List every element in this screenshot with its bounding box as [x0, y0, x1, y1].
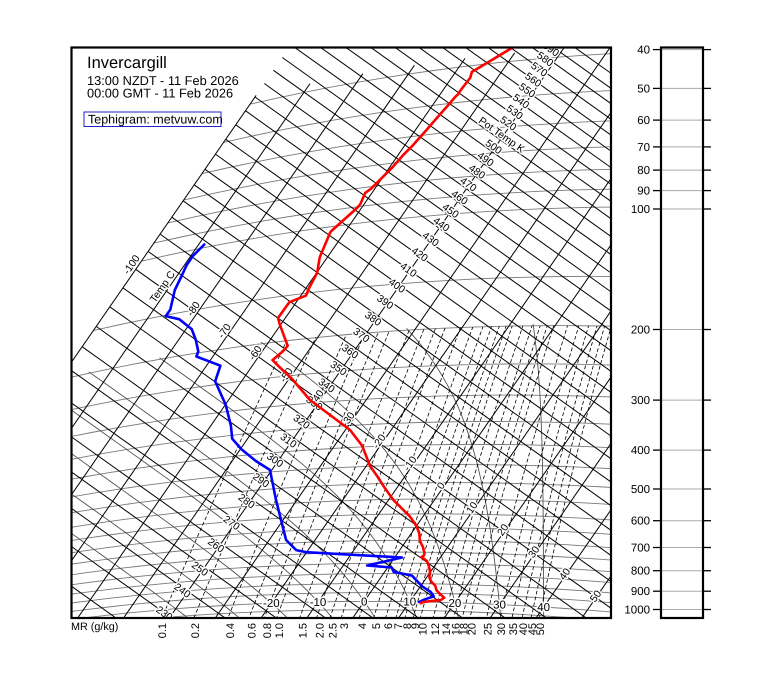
svg-text:20: 20 — [449, 598, 462, 610]
svg-text:18: 18 — [459, 623, 471, 635]
svg-text:20: 20 — [466, 623, 478, 635]
svg-text:2.0: 2.0 — [314, 623, 326, 638]
svg-text:16: 16 — [450, 623, 462, 635]
svg-text:10: 10 — [403, 597, 416, 609]
svg-text:600: 600 — [631, 516, 650, 528]
svg-text:500: 500 — [631, 484, 650, 496]
svg-text:-20: -20 — [263, 598, 280, 610]
svg-text:7: 7 — [393, 623, 405, 629]
svg-text:0: 0 — [361, 596, 367, 608]
svg-text:4: 4 — [357, 623, 369, 629]
svg-text:14: 14 — [441, 623, 453, 635]
svg-text:Invercargill: Invercargill — [87, 54, 167, 72]
svg-text:1.5: 1.5 — [297, 623, 309, 638]
svg-text:00:00 GMT - 11 Feb 2026: 00:00 GMT - 11 Feb 2026 — [87, 86, 233, 101]
svg-text:6: 6 — [383, 623, 395, 629]
svg-text:25: 25 — [483, 623, 495, 635]
svg-text:0.1: 0.1 — [157, 623, 169, 638]
svg-text:2.5: 2.5 — [328, 623, 340, 638]
svg-text:MR (g/kg): MR (g/kg) — [71, 621, 118, 633]
svg-text:30: 30 — [493, 600, 506, 612]
svg-text:30: 30 — [496, 623, 508, 635]
svg-text:50: 50 — [637, 83, 650, 95]
svg-text:100: 100 — [631, 204, 650, 216]
svg-text:5: 5 — [371, 623, 383, 629]
svg-text:0.8: 0.8 — [262, 623, 274, 638]
svg-text:9: 9 — [410, 623, 422, 629]
svg-text:10: 10 — [417, 623, 429, 635]
svg-text:200: 200 — [631, 325, 650, 337]
svg-text:60: 60 — [637, 115, 650, 127]
svg-text:70: 70 — [637, 142, 650, 154]
svg-text:12: 12 — [430, 623, 442, 635]
svg-text:1.0: 1.0 — [274, 623, 286, 638]
svg-text:40: 40 — [518, 623, 530, 635]
svg-text:40: 40 — [537, 602, 550, 614]
svg-text:800: 800 — [631, 566, 650, 578]
svg-text:400: 400 — [631, 445, 650, 457]
svg-text:8: 8 — [402, 623, 414, 629]
svg-text:900: 900 — [631, 586, 650, 598]
svg-text:90: 90 — [637, 186, 650, 198]
svg-text:40: 40 — [637, 45, 650, 57]
svg-text:0.6: 0.6 — [246, 623, 258, 638]
svg-text:45: 45 — [527, 623, 539, 635]
svg-text:13:00 NZDT - 11 Feb 2026: 13:00 NZDT - 11 Feb 2026 — [87, 73, 239, 88]
svg-text:1000: 1000 — [624, 605, 650, 617]
svg-text:300: 300 — [631, 395, 650, 407]
svg-text:80: 80 — [637, 165, 650, 177]
svg-text:35: 35 — [508, 623, 520, 635]
svg-text:700: 700 — [631, 543, 650, 555]
svg-text:3: 3 — [339, 623, 351, 629]
svg-text:0.2: 0.2 — [190, 623, 202, 638]
svg-text:-10: -10 — [310, 597, 327, 609]
svg-text:0.4: 0.4 — [225, 623, 237, 638]
svg-text:Tephigram: metvuw.com: Tephigram: metvuw.com — [88, 113, 223, 127]
svg-text:50: 50 — [535, 623, 547, 635]
